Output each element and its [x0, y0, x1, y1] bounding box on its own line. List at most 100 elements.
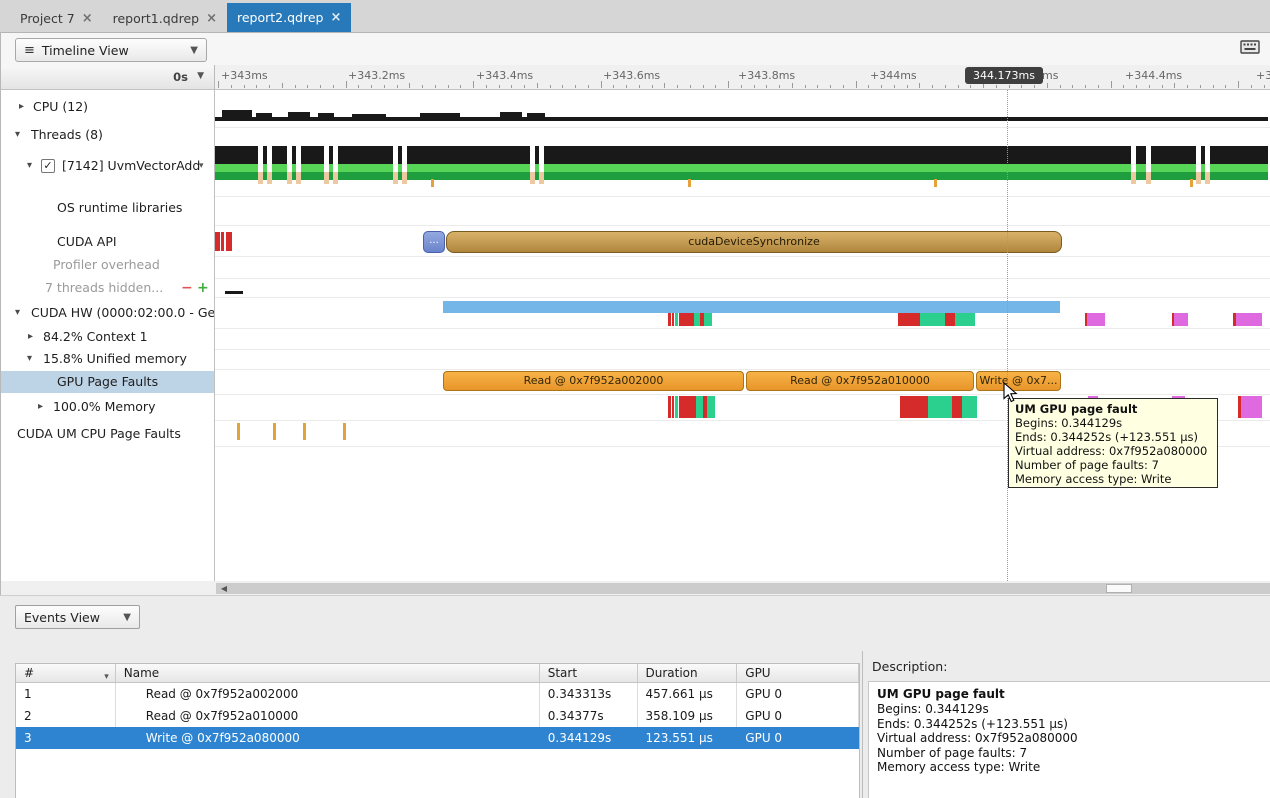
- hide-thread-button[interactable]: −: [181, 280, 193, 296]
- timeline-segment-magenta[interactable]: [1241, 396, 1262, 418]
- timeline-segment-red[interactable]: [1238, 396, 1241, 418]
- expand-arrow-icon[interactable]: ▸: [19, 101, 25, 112]
- column-header-name[interactable]: Name: [116, 664, 540, 682]
- page-fault-bar-read-0x7f952a002000[interactable]: Read @ 0x7f952a002000: [443, 371, 744, 391]
- timeline-segment-black[interactable]: [352, 114, 386, 117]
- timeline-horizontal-scrollbar[interactable]: ◀: [216, 583, 1270, 594]
- expand-arrow-icon[interactable]: ▸: [28, 331, 34, 342]
- event-row-1[interactable]: 1 Read @ 0x7f952a002000 0.343313s 457.661 µ…: [16, 683, 859, 705]
- show-thread-button[interactable]: +: [197, 280, 209, 296]
- timeline-segment-teal[interactable]: [962, 396, 977, 418]
- collapse-arrow-icon[interactable]: ▾: [15, 129, 21, 140]
- timeline-segment-teal[interactable]: [696, 396, 703, 418]
- tab-close-icon[interactable]: ×: [81, 11, 93, 26]
- tab-close-icon[interactable]: ×: [206, 11, 217, 26]
- timeline-segment-red[interactable]: [898, 313, 920, 326]
- timeline-segment-red[interactable]: [700, 313, 704, 326]
- collapse-arrow-icon[interactable]: ▾: [27, 353, 33, 364]
- timeline-segment-red[interactable]: [221, 232, 224, 251]
- timeline-segment-teal[interactable]: [675, 396, 678, 418]
- timeline-segment-magenta[interactable]: [1174, 313, 1188, 326]
- timeline-segment-black[interactable]: [215, 146, 1268, 164]
- event-row-3[interactable]: 3 Write @ 0x7f952a080000 0.344129s 123.551 …: [16, 727, 859, 749]
- sidebar-item-profiler-overhead[interactable]: Profiler overhead: [1, 254, 214, 276]
- timeline-segment-orange[interactable]: [273, 423, 276, 440]
- timeline-segment-teal[interactable]: [704, 313, 712, 326]
- timeline-segment-red[interactable]: [1233, 313, 1236, 326]
- timeline-ruler[interactable]: 344.173ms +343ms +343.2ms +343.4ms +343.6ms…: [215, 65, 1270, 90]
- sidebar-item-100-0-memory[interactable]: ▸ 100.0% Memory: [1, 396, 214, 418]
- thread-options-caret-icon[interactable]: ▾: [199, 161, 204, 171]
- timeline-segment-black[interactable]: [256, 113, 272, 117]
- event-row-2[interactable]: 2 Read @ 0x7f952a010000 0.34377s 358.109 µs…: [16, 705, 859, 727]
- tab-close-icon[interactable]: ×: [330, 10, 342, 25]
- timeline-segment-magenta[interactable]: [1236, 313, 1262, 326]
- timeline-segment-kernel[interactable]: [443, 301, 1060, 313]
- timeline-segment-black[interactable]: [288, 112, 310, 117]
- column-header-start[interactable]: Start: [540, 664, 638, 682]
- timeline-segment-red[interactable]: [1172, 313, 1174, 326]
- timeline-segment-red[interactable]: [900, 396, 928, 418]
- timeline-segment-red[interactable]: [679, 313, 694, 326]
- timeline-segment-teal[interactable]: [707, 396, 715, 418]
- timeline-segment-red[interactable]: [679, 396, 696, 418]
- timeline-view-selector[interactable]: ≡ Timeline View ▼: [15, 38, 207, 62]
- sidebar-item-7142-uvmvectoradd[interactable]: ▾ ✓ [7142] UvmVectorAdd ▾: [1, 155, 214, 177]
- timeline-segment-black[interactable]: [500, 112, 522, 117]
- collapse-arrow-icon[interactable]: ▾: [15, 307, 21, 318]
- timeline-segment-black[interactable]: [215, 117, 1268, 121]
- timeline-segment-black[interactable]: [318, 113, 334, 117]
- collapsed-api-calls-chip[interactable]: ...: [423, 231, 445, 253]
- column-header-gpu[interactable]: GPU: [737, 664, 859, 682]
- collapse-arrow-icon[interactable]: ▾: [27, 160, 33, 171]
- timeline-segment-red[interactable]: [226, 232, 232, 251]
- sidebar-item-cpu-12[interactable]: ▸ CPU (12): [1, 96, 214, 118]
- timeline-segment-orange[interactable]: [934, 179, 937, 187]
- timeline-segment-teal[interactable]: [694, 313, 700, 326]
- sidebar-item-cuda-hw-0000-02-00-0-gef[interactable]: ▾ CUDA HW (0000:02:00.0 - GeF: [1, 302, 214, 324]
- timeline-segment-red[interactable]: [952, 396, 962, 418]
- timeline-segment-orange[interactable]: [1190, 179, 1193, 187]
- events-view-selector[interactable]: Events View ▼: [15, 605, 140, 629]
- sidebar-item-cuda-api[interactable]: CUDA API: [1, 231, 214, 253]
- timeline-segment-orange[interactable]: [237, 423, 240, 440]
- tab-report1-qdrep[interactable]: report1.qdrep ×: [103, 6, 227, 32]
- timeline-segment-red[interactable]: [672, 313, 674, 326]
- timeline-origin-header[interactable]: 0s ▼: [0, 65, 215, 90]
- timeline-segment-teal[interactable]: [928, 396, 952, 418]
- sidebar-item-15-8-unified-memory[interactable]: ▾ 15.8% Unified memory: [1, 348, 214, 370]
- keyboard-shortcuts-icon[interactable]: [1240, 39, 1260, 58]
- timeline-segment-teal[interactable]: [675, 313, 678, 326]
- tab-project-7[interactable]: Project 7 ×: [10, 6, 103, 32]
- timeline-segment-red[interactable]: [945, 313, 955, 326]
- timeline-segment-teal[interactable]: [955, 313, 975, 326]
- timeline-segment-orange[interactable]: [688, 179, 691, 187]
- timeline-segment-red[interactable]: [668, 396, 671, 418]
- page-fault-bar-read-0x7f952a010000[interactable]: Read @ 0x7f952a010000: [746, 371, 974, 391]
- timeline-segment-teal[interactable]: [920, 313, 945, 326]
- sidebar-item-threads-8[interactable]: ▾ Threads (8): [1, 124, 214, 146]
- scroll-left-arrow-icon[interactable]: ◀: [220, 584, 228, 593]
- timeline-segment-greenL[interactable]: [215, 164, 1268, 172]
- timeline-segment-black[interactable]: [225, 291, 243, 294]
- timeline-segment-greenD[interactable]: [215, 172, 1268, 180]
- timeline-segment-red[interactable]: [703, 396, 707, 418]
- timeline-segment-black[interactable]: [222, 110, 252, 118]
- timeline-segment-black[interactable]: [527, 113, 545, 117]
- thread-visibility-checkbox[interactable]: ✓: [41, 159, 55, 173]
- timeline-segment-orange[interactable]: [431, 179, 434, 187]
- sidebar-item-cuda-um-cpu-page-faults[interactable]: CUDA UM CPU Page Faults: [1, 423, 214, 445]
- page-fault-bar-write-0x7[interactable]: Write @ 0x7...: [976, 371, 1061, 391]
- expand-arrow-icon[interactable]: ▸: [38, 401, 44, 412]
- sidebar-item-gpu-page-faults[interactable]: GPU Page Faults: [1, 371, 214, 393]
- timeline-canvas[interactable]: ... cudaDeviceSynchronize UM GPU page fa…: [215, 90, 1270, 581]
- sidebar-item-84-2-context-1[interactable]: ▸ 84.2% Context 1: [1, 326, 214, 348]
- timeline-segment-orange[interactable]: [303, 423, 306, 440]
- column-header-[interactable]: # ▾: [16, 664, 116, 682]
- scrollbar-thumb[interactable]: [1106, 584, 1132, 593]
- tab-report2-qdrep[interactable]: report2.qdrep ×: [226, 3, 352, 32]
- column-header-duration[interactable]: Duration: [638, 664, 738, 682]
- sidebar-item-os-runtime-libraries[interactable]: OS runtime libraries: [1, 197, 214, 219]
- timeline-segment-red[interactable]: [1085, 313, 1087, 326]
- timeline-segment-magenta[interactable]: [1087, 313, 1105, 326]
